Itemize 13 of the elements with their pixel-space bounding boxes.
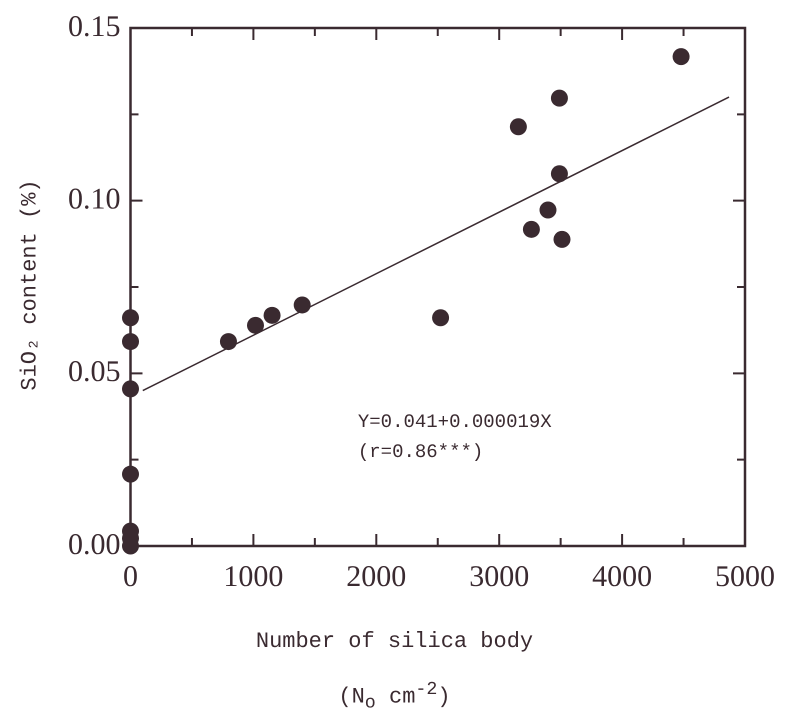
y-tick-label: 0.15 bbox=[68, 10, 120, 43]
annotation: Y=0.041+0.000019X (r=0.86***) bbox=[358, 410, 552, 463]
text: Number of silica body (N$_{o}$ cm$^{-2}$) bbox=[256, 629, 534, 714]
x-tick-label: 3000 bbox=[469, 560, 530, 593]
x-tick-label: 0 bbox=[123, 560, 138, 593]
x-tick-label: 2000 bbox=[346, 560, 406, 593]
text: 0.00 bbox=[68, 528, 120, 561]
x-tick-label: 5000 bbox=[715, 560, 775, 593]
y-tick-label: 0.05 bbox=[68, 355, 120, 388]
y-tick-label: 0.10 bbox=[68, 182, 120, 216]
x-tick-label: 4000 bbox=[592, 560, 652, 593]
y-axis-title: SiO₂ content (%) bbox=[18, 179, 42, 391]
x-tick-label: 1000 bbox=[223, 560, 284, 593]
